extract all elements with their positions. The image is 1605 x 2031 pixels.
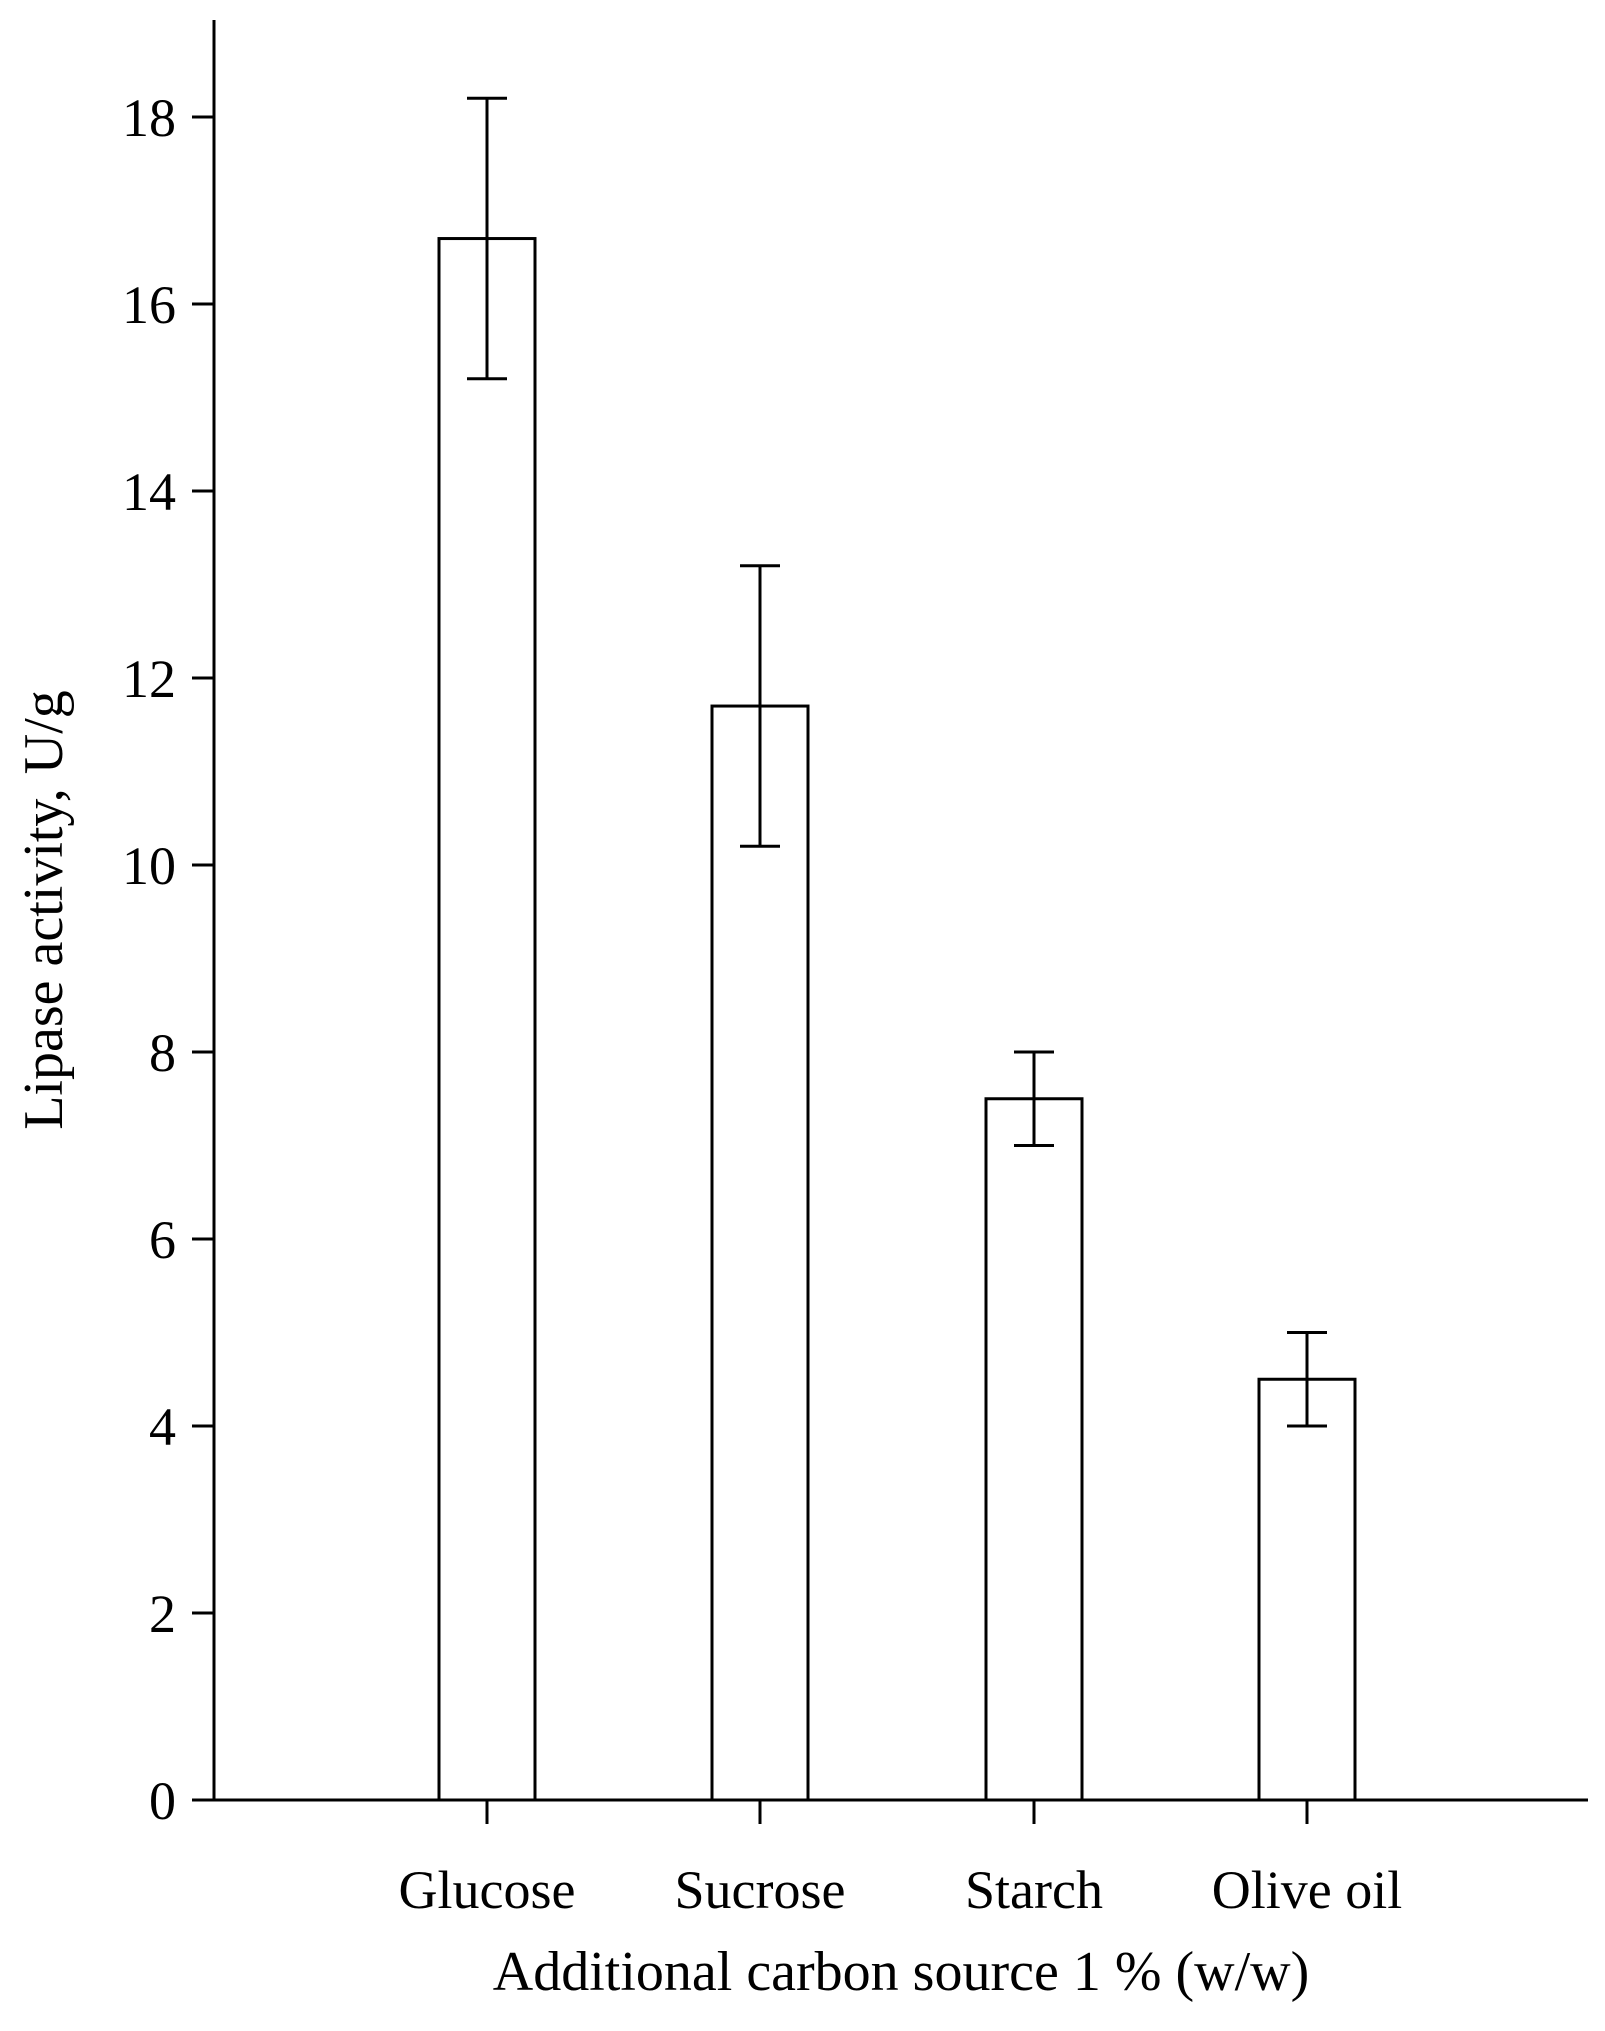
x-tick-label: Glucose bbox=[399, 1860, 576, 1920]
y-tick-label: 6 bbox=[149, 1210, 176, 1270]
y-tick-label: 8 bbox=[149, 1023, 176, 1083]
x-tick-label: Olive oil bbox=[1212, 1860, 1402, 1920]
y-tick-label: 14 bbox=[122, 462, 176, 522]
bar bbox=[437, 237, 537, 1802]
y-axis-title: Lipase activity, U/g bbox=[13, 690, 75, 1130]
y-tick-label: 10 bbox=[122, 836, 176, 896]
bar bbox=[710, 704, 810, 1802]
x-axis-title: Additional carbon source 1 % (w/w) bbox=[493, 1941, 1309, 2003]
y-tick-label: 2 bbox=[149, 1584, 176, 1644]
y-tick-label: 16 bbox=[122, 275, 176, 335]
y-tick-label: 12 bbox=[122, 649, 176, 709]
y-tick-label: 0 bbox=[149, 1771, 176, 1831]
bar bbox=[984, 1097, 1084, 1802]
bar bbox=[1257, 1377, 1357, 1802]
y-tick-label: 4 bbox=[149, 1397, 176, 1457]
x-tick-label: Starch bbox=[965, 1860, 1103, 1920]
plot-area: 0 2 4 6 8 10 12 14 16 18 Glucose Sucrose Starch Olive… bbox=[122, 88, 1402, 1920]
x-tick-label: Sucrose bbox=[675, 1860, 846, 1920]
y-tick-label: 18 bbox=[122, 88, 176, 148]
